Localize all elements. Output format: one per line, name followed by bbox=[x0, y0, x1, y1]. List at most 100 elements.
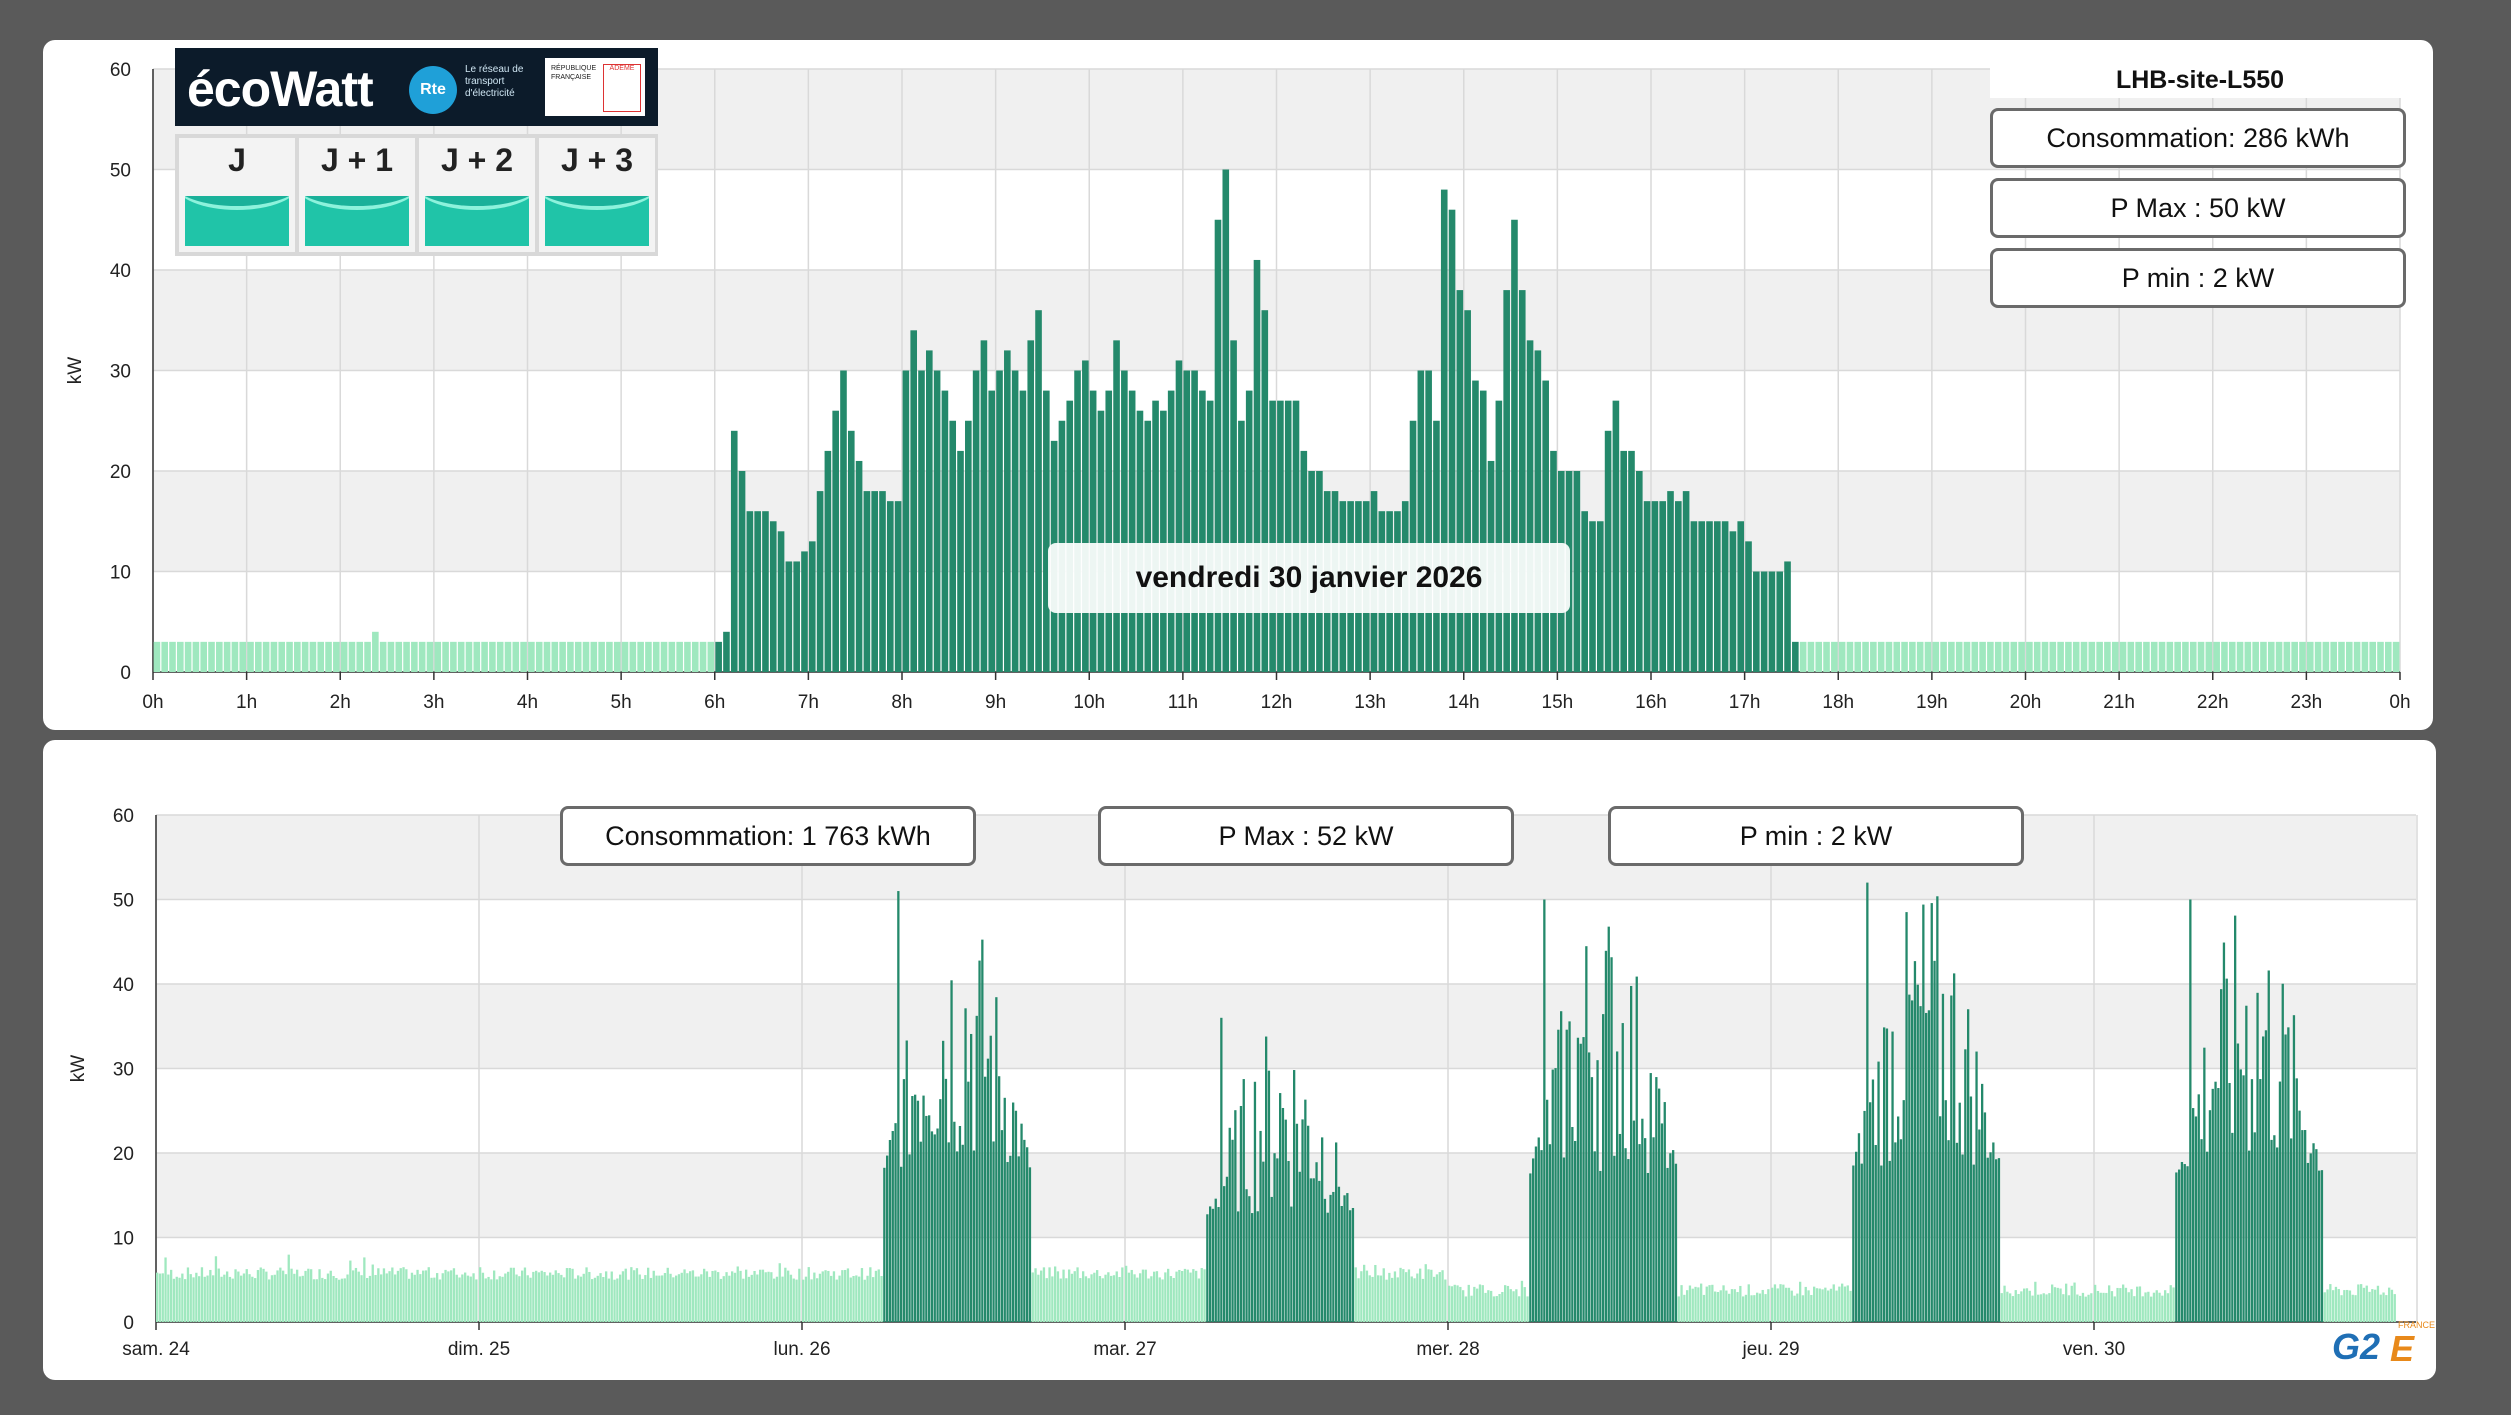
bar bbox=[411, 641, 418, 672]
bar bbox=[1821, 1289, 1824, 1322]
bar bbox=[1869, 1102, 1872, 1322]
bar bbox=[520, 641, 527, 672]
bar bbox=[2042, 1293, 2045, 1322]
bar bbox=[2320, 1170, 2324, 1322]
bar bbox=[2222, 942, 2226, 1322]
bar bbox=[1698, 521, 1706, 672]
bar bbox=[1607, 926, 1610, 1322]
bar bbox=[1518, 1296, 1521, 1322]
bar bbox=[2158, 641, 2166, 672]
bar bbox=[416, 1269, 419, 1322]
bar bbox=[1464, 1296, 1468, 1322]
bar bbox=[588, 1271, 591, 1322]
bar bbox=[816, 491, 824, 672]
bar bbox=[2264, 1030, 2268, 1322]
ecowatt-day-1[interactable]: J + 1 bbox=[299, 138, 415, 252]
bar bbox=[2105, 1292, 2108, 1322]
bar bbox=[1947, 1140, 1950, 1322]
ecowatt-day-label: J + 3 bbox=[560, 142, 634, 178]
bar bbox=[1096, 1270, 1099, 1322]
bar bbox=[2079, 1295, 2082, 1322]
bar bbox=[1441, 1270, 1444, 1322]
bar bbox=[1450, 1286, 1454, 1322]
bar bbox=[2138, 1286, 2142, 1322]
ecowatt-header: écoWatt Rte Le réseau de transport d'éle… bbox=[175, 48, 658, 126]
x-tick-label: 0h bbox=[142, 692, 163, 713]
bar bbox=[2006, 1291, 2009, 1322]
ecowatt-day-label: J bbox=[228, 142, 246, 178]
bar bbox=[1950, 995, 1953, 1322]
bar bbox=[515, 1274, 518, 1322]
bar bbox=[1141, 1269, 1145, 1322]
bar bbox=[944, 1078, 948, 1322]
bar bbox=[1509, 1289, 1512, 1322]
bar bbox=[317, 641, 325, 672]
bar bbox=[172, 1278, 176, 1322]
bar bbox=[2338, 641, 2345, 672]
bar bbox=[841, 1270, 844, 1322]
bar bbox=[442, 641, 449, 672]
bar bbox=[458, 1277, 461, 1322]
bar bbox=[753, 1270, 756, 1322]
bar bbox=[1346, 1193, 1349, 1322]
bar bbox=[1371, 1276, 1374, 1322]
bar bbox=[1242, 1079, 1245, 1322]
bar bbox=[1702, 1294, 1706, 1322]
bar bbox=[1790, 1290, 1793, 1322]
bar bbox=[2388, 1287, 2391, 1322]
bar bbox=[1992, 1142, 1995, 1322]
x-tick-label: 16h bbox=[1635, 692, 1667, 713]
bar bbox=[1150, 1276, 1153, 1322]
bar bbox=[1261, 310, 1269, 672]
bar bbox=[385, 1273, 388, 1322]
bar bbox=[730, 430, 738, 672]
bar bbox=[598, 641, 605, 672]
bar bbox=[481, 1272, 485, 1322]
bar bbox=[1473, 1286, 1476, 1322]
bar bbox=[2062, 1294, 2065, 1322]
ecowatt-day-label: J + 1 bbox=[320, 142, 394, 178]
bar bbox=[1382, 1268, 1385, 1322]
bar bbox=[1321, 1137, 1324, 1322]
bar bbox=[245, 1269, 248, 1322]
bar bbox=[1534, 1146, 1538, 1322]
bar bbox=[1785, 1287, 1788, 1322]
bar bbox=[2025, 1288, 2029, 1322]
bar bbox=[1269, 400, 1276, 672]
bar bbox=[975, 1015, 978, 1322]
x-tick-label: 6h bbox=[704, 692, 725, 713]
x-tick-label: mar. 27 bbox=[1093, 1339, 1156, 1360]
bar bbox=[728, 1275, 731, 1322]
bar bbox=[1620, 450, 1627, 672]
bar bbox=[886, 501, 894, 672]
bar bbox=[2259, 1079, 2262, 1322]
bar bbox=[1281, 1107, 1285, 1322]
republique-francaise-logo: RÉPUBLIQUE FRANÇAISE ADEME bbox=[545, 58, 645, 116]
bar bbox=[563, 1277, 566, 1322]
bar bbox=[2174, 641, 2181, 672]
bar bbox=[284, 1274, 288, 1322]
ecowatt-widget[interactable]: écoWatt Rte Le réseau de transport d'éle… bbox=[175, 48, 658, 256]
bar bbox=[1413, 1278, 1416, 1322]
bar bbox=[1027, 340, 1035, 672]
bar bbox=[262, 1268, 265, 1322]
bar bbox=[1722, 1285, 1725, 1322]
bar bbox=[2322, 641, 2330, 672]
ecowatt-day-2[interactable]: J + 2 bbox=[419, 138, 535, 252]
bar bbox=[2318, 1170, 2321, 1322]
bar bbox=[1290, 1206, 1293, 1322]
bar bbox=[278, 641, 286, 672]
bar bbox=[705, 1271, 709, 1322]
ecowatt-day-3[interactable]: J + 3 bbox=[539, 138, 655, 252]
bar bbox=[2276, 1147, 2279, 1322]
ecowatt-day-0[interactable]: J bbox=[179, 138, 295, 252]
bar bbox=[2354, 1295, 2357, 1322]
bar bbox=[2353, 641, 2361, 672]
bar bbox=[2028, 1290, 2031, 1322]
bar bbox=[2287, 1027, 2290, 1322]
bar bbox=[430, 1277, 433, 1322]
bar bbox=[1978, 1129, 1981, 1322]
bar bbox=[914, 1094, 917, 1322]
bar bbox=[1604, 430, 1612, 672]
bar bbox=[1700, 1283, 1703, 1322]
